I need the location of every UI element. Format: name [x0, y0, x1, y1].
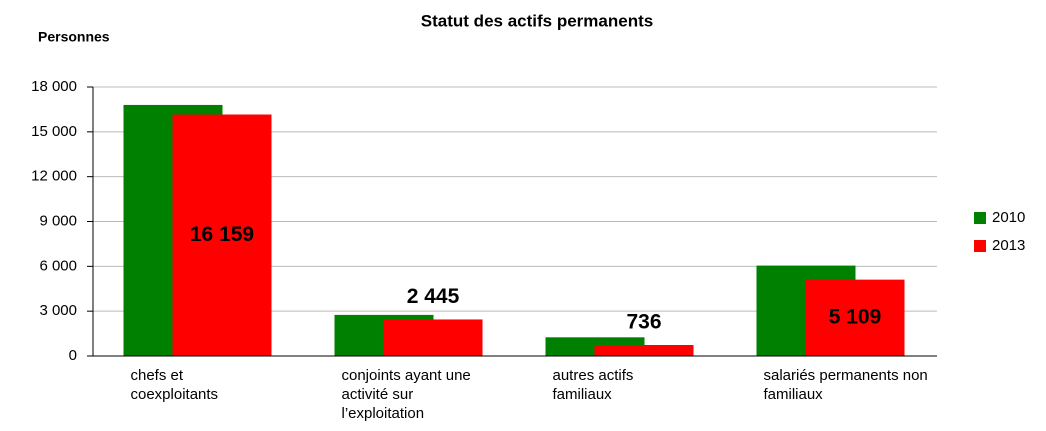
y-tick-label: 15 000 [31, 123, 77, 140]
data-label: 16 159 [190, 223, 254, 246]
y-tick-label: 6 000 [39, 257, 77, 274]
legend-swatch [974, 212, 986, 224]
bar [172, 114, 272, 356]
legend-label: 2010 [992, 209, 1025, 226]
bar [594, 345, 694, 356]
y-tick-label: 18 000 [31, 78, 77, 95]
data-label: 2 445 [407, 285, 460, 308]
data-label: 736 [626, 311, 661, 334]
y-tick-label: 12 000 [31, 168, 77, 185]
y-axis-label: Personnes [38, 29, 110, 45]
x-tick-label: salariés permanents non familiaux [763, 367, 928, 403]
x-tick-label: chefs et coexploitants [130, 367, 219, 403]
data-label: 5 109 [829, 305, 882, 328]
chart-title: Statut des actifs permanents [421, 11, 653, 30]
bar [383, 319, 483, 356]
y-tick-label: 9 000 [39, 212, 77, 229]
legend-swatch [974, 240, 986, 252]
x-tick-label: autres actifs familiaux [552, 367, 634, 403]
bar [805, 279, 905, 356]
y-tick-label: 3 000 [39, 302, 77, 319]
y-tick-label: 0 [69, 347, 77, 364]
legend-label: 2013 [992, 237, 1025, 254]
x-tick-label: conjoints ayant une activité sur l’explo… [341, 367, 471, 422]
